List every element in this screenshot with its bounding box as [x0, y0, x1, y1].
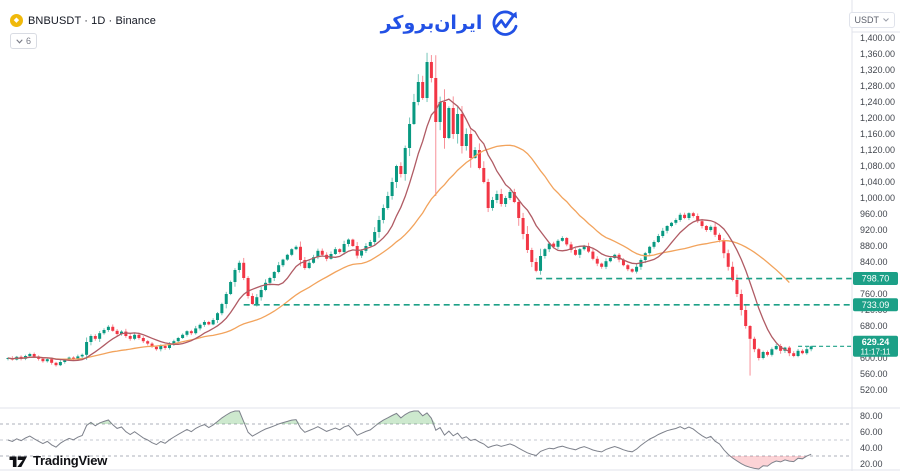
broker-logo-text: ایران‌بروکر	[380, 12, 483, 34]
price-tick-label: 1,360.00	[860, 49, 895, 59]
indicators-collapse-button[interactable]: 6	[10, 33, 38, 49]
level-price-badge: 798.70	[853, 272, 898, 286]
price-tick-label: 1,320.00	[860, 65, 895, 75]
collapsed-count: 6	[26, 36, 32, 46]
tradingview-icon	[9, 456, 27, 467]
price-tick-label: 560.00	[860, 369, 888, 379]
tradingview-label: TradingView	[33, 453, 108, 468]
broker-logo-icon	[492, 10, 518, 36]
price-tick-label: 1,000.00	[860, 193, 895, 203]
symbol-legend[interactable]: ◆ BNBUSDT · 1D · Binance	[10, 14, 156, 27]
price-tick-label: 1,400.00	[860, 33, 895, 43]
price-scale[interactable]: 1,400.00 1,360.00 1,320.00 1,280.00 1,240.00…	[860, 33, 895, 469]
broker-logo: ایران‌بروکر	[381, 8, 520, 38]
rsi-pane	[0, 410, 852, 470]
bnb-coin-icon: ◆	[10, 14, 23, 27]
rsi-tick-label: 60.00	[860, 427, 883, 437]
symbol-title[interactable]: BNBUSDT · 1D · Binance	[28, 14, 156, 27]
svg-text:733.09: 733.09	[862, 300, 890, 310]
price-tick-label: 920.00	[860, 225, 888, 235]
rsi-overbought-fill	[8, 411, 812, 424]
moving-average-lines	[7, 98, 790, 362]
tradingview-logo[interactable]: TradingView	[9, 453, 107, 468]
svg-text:798.70: 798.70	[862, 274, 890, 284]
price-tick-label: 1,120.00	[860, 145, 895, 155]
price-tick-label: 680.00	[860, 321, 888, 331]
price-tick-label: 1,280.00	[860, 81, 895, 91]
price-tick-label: 1,200.00	[860, 113, 895, 123]
caret-down-icon	[883, 18, 889, 22]
rsi-tick-label: 80.00	[860, 411, 883, 421]
price-tick-label: 760.00	[860, 289, 888, 299]
price-tick-label: 1,160.00	[860, 129, 895, 139]
rsi-oversold-fill	[8, 456, 812, 469]
bar-countdown: 11:17:11	[861, 347, 892, 356]
candlestick-series	[6, 52, 813, 376]
price-tick-label: 520.00	[860, 385, 888, 395]
price-tick-label: 1,040.00	[860, 177, 895, 187]
rsi-tick-label: 20.00	[860, 459, 883, 469]
price-scale-currency-button[interactable]: USDT	[848, 12, 895, 28]
ma-slow-line	[7, 144, 790, 360]
chevron-down-icon	[16, 38, 23, 44]
level-price-badge: 733.09	[853, 298, 898, 312]
rsi-line	[7, 410, 812, 470]
price-tick-label: 1,240.00	[860, 97, 895, 107]
rsi-tick-label: 40.00	[860, 443, 883, 453]
price-tick-label: 960.00	[860, 209, 888, 219]
price-tick-label: 880.00	[860, 241, 888, 251]
price-tick-label: 600.00	[860, 353, 888, 363]
currency-label: USDT	[854, 15, 880, 25]
price-tick-label: 840.00	[860, 257, 888, 267]
svg-text:629.24: 629.24	[862, 337, 890, 347]
ma-fast-line	[7, 98, 790, 362]
price-tick-label: 1,080.00	[860, 161, 895, 171]
